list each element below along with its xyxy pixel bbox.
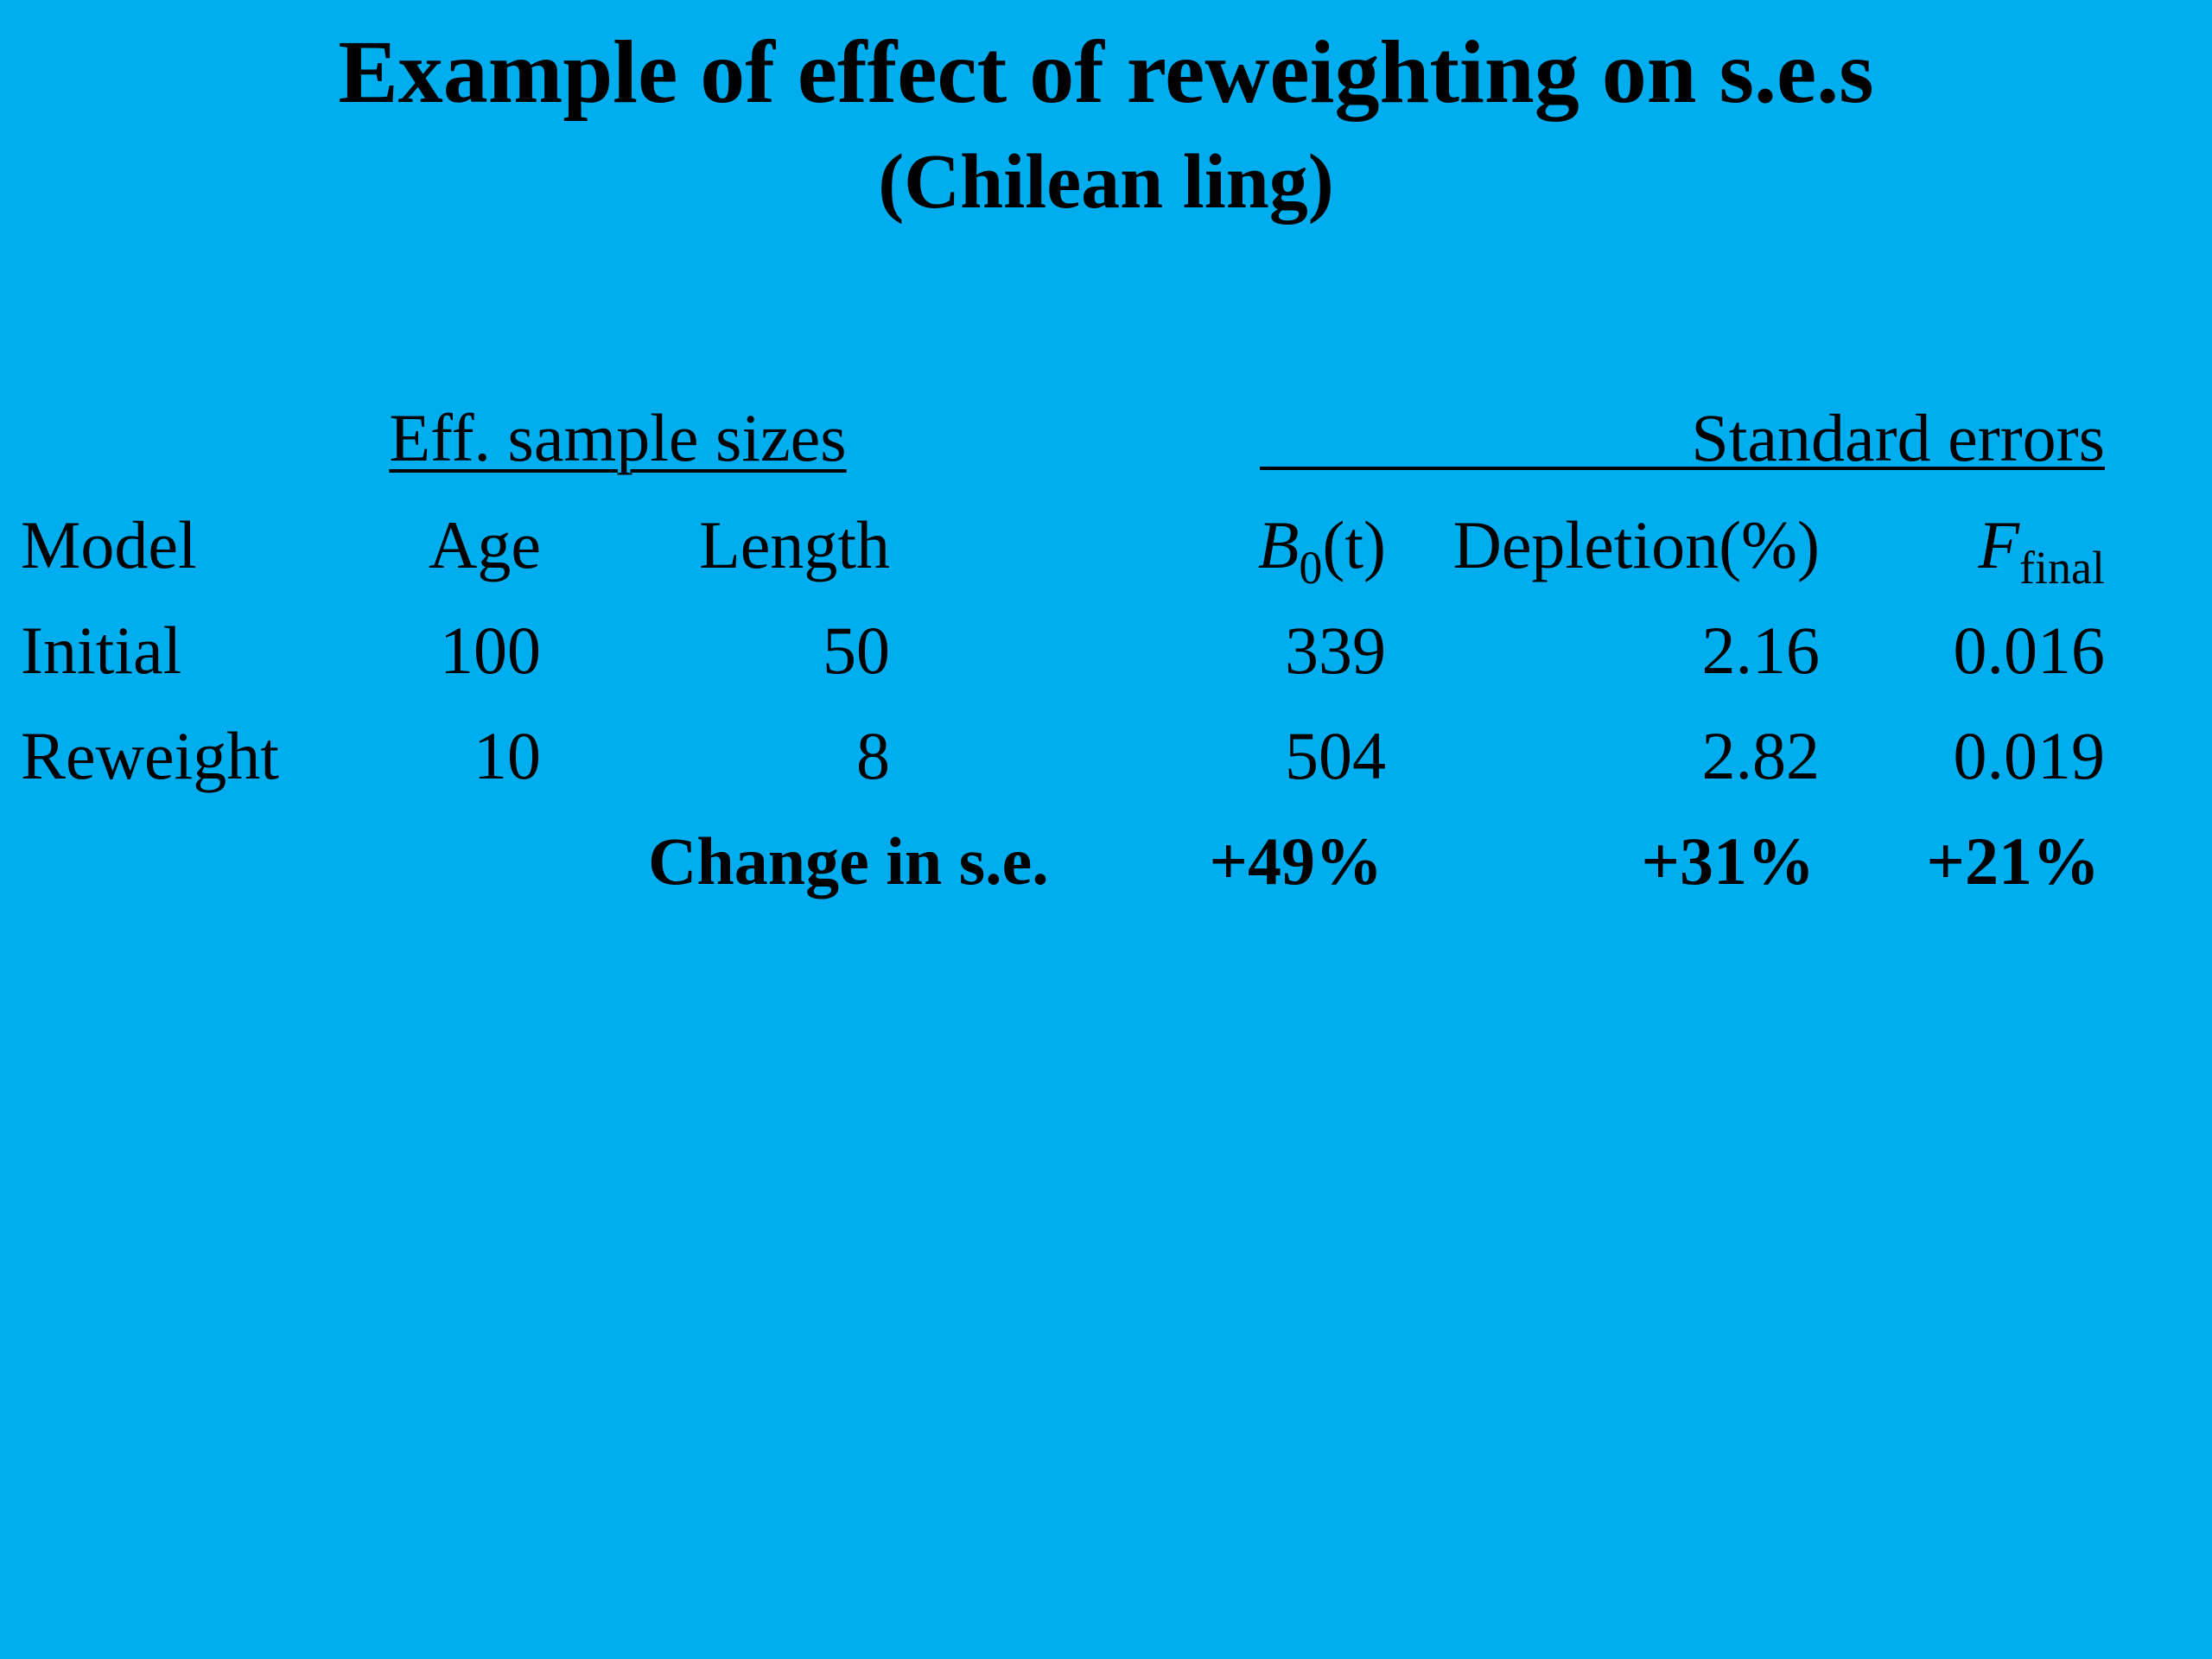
- row-reweight-b0: 504: [1285, 718, 1386, 793]
- row-reweight-age: 10: [474, 718, 541, 793]
- b0-subscript: 0: [1299, 542, 1323, 594]
- column-header-depletion: Depletion(%): [1452, 507, 1820, 582]
- column-header-model: Model: [21, 507, 197, 582]
- row-initial-length: 50: [823, 613, 890, 688]
- b0-unit: (t): [1322, 507, 1386, 582]
- row-initial-depletion: 2.16: [1701, 613, 1821, 688]
- change-row-f-final: +21%: [1926, 823, 2100, 899]
- column-header-f-final: Ffinal: [1858, 506, 2105, 591]
- row-reweight-length: 8: [856, 718, 890, 793]
- standard-errors-rule: [1260, 467, 2105, 470]
- column-header-length: Length: [699, 507, 890, 582]
- change-row-depletion: +31%: [1641, 823, 1815, 899]
- eff-sample-sizes-header: Eff. sample sizes: [389, 400, 847, 475]
- row-reweight-f-final: 0.019: [1953, 718, 2106, 793]
- f-subscript: final: [2019, 542, 2105, 594]
- row-reweight-model: Reweight: [21, 718, 279, 793]
- row-initial-f-final: 0.016: [1953, 613, 2106, 688]
- row-initial-b0: 339: [1285, 613, 1386, 688]
- b0-symbol: B: [1257, 507, 1300, 582]
- change-row-label: Change in s.e.: [648, 823, 1049, 899]
- row-initial-age: 100: [440, 613, 541, 688]
- slide-title: Example of effect of reweighting on s.e.…: [338, 22, 1874, 122]
- row-reweight-depletion: 2.82: [1701, 718, 1821, 793]
- f-symbol: F: [1978, 507, 2020, 582]
- change-row-b0: +49%: [1209, 823, 1382, 899]
- standard-errors-header: Standard errors: [1691, 400, 2105, 475]
- slide-subtitle: (Chilean ling): [878, 139, 1334, 225]
- row-initial-model: Initial: [21, 613, 182, 688]
- column-header-age: Age: [429, 507, 541, 582]
- column-header-b0: B0(t): [1123, 506, 1386, 591]
